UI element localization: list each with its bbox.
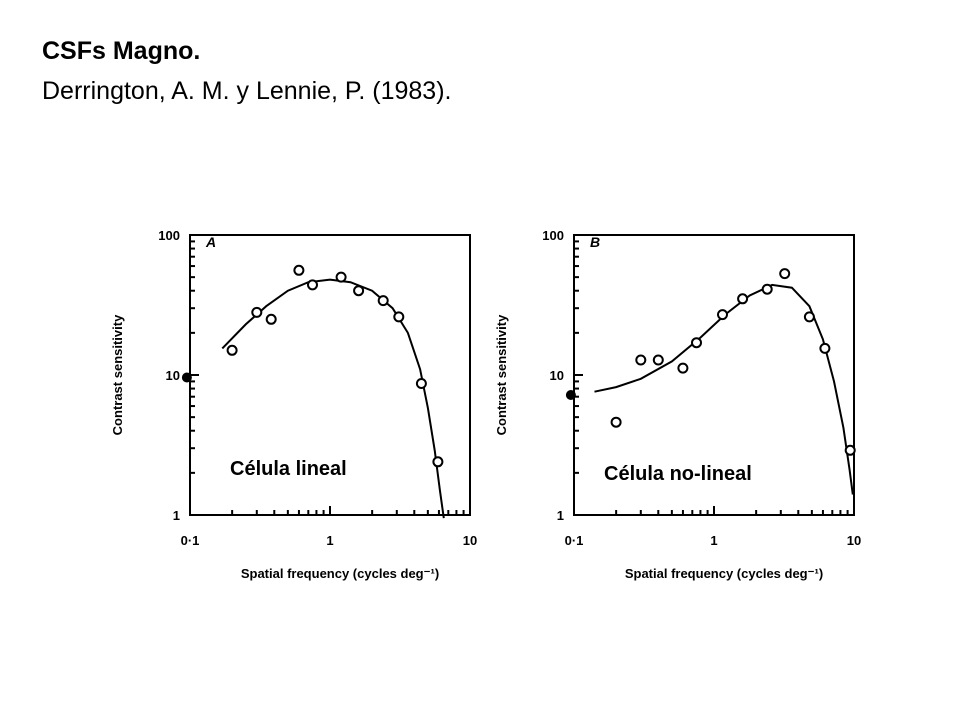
chart-a-data-point [415, 378, 427, 389]
chart-a-data-point [353, 285, 365, 297]
chart-b-data-point [779, 268, 791, 280]
chart-a-cell-label: Célula lineal [230, 458, 347, 480]
chart-a-data-point [307, 279, 318, 291]
chart-b-ticks [573, 234, 855, 516]
chart-a-data-point [226, 344, 238, 356]
chart-b-cell-label: Célula no-lineal [604, 463, 752, 485]
chart-b-xtick-label-1: 1 [710, 533, 717, 548]
chart-b-ytick-label-1: 1 [557, 508, 564, 523]
chart-b-data-point [844, 444, 856, 456]
chart-b-xtick-label-10: 10 [847, 533, 861, 548]
chart-b-xtick-label-0-1: 0·1 [565, 533, 584, 548]
chart-b-svg: B 100 10 1 0·1 1 10 Spatial frequency (c… [494, 228, 861, 581]
chart-b-data-point [691, 337, 702, 349]
chart-a-panel-letter: A [205, 234, 216, 250]
chart-b-data-point [717, 309, 728, 321]
chart-b-data-point [677, 362, 689, 374]
chart-a-filled-point [181, 372, 192, 383]
chart-b-panel-letter: B [590, 234, 600, 250]
chart-a-data-point [265, 313, 277, 325]
chart-b-x-axis-title: Spatial frequency (cycles deg⁻¹) [625, 566, 823, 581]
chart-a-svg: A 100 10 1 0·1 1 10 Spatial frequency (c… [110, 228, 477, 581]
chart-b-y-axis-title: Contrast sensitivity [494, 314, 509, 435]
chart-a-data-point [251, 306, 263, 318]
chart-a-data-point [432, 456, 444, 468]
chart-panel-b: B 100 10 1 0·1 1 10 Spatial frequency (c… [484, 215, 864, 615]
chart-a-data-point [335, 271, 347, 283]
chart-a-data-point [393, 311, 405, 323]
chart-b-ytick-label-10: 10 [550, 368, 564, 383]
chart-a-ytick-label-1: 1 [173, 508, 180, 523]
chart-b-data-point [803, 311, 815, 323]
chart-b-fit-curve [594, 283, 854, 495]
page-title: CSFs Magno. [42, 37, 201, 65]
chart-a-ytick-label-10: 10 [166, 368, 180, 383]
chart-a-data-point [377, 295, 389, 307]
chart-b-ytick-label-100: 100 [542, 228, 564, 243]
chart-panel-a: A 100 10 1 0·1 1 10 Spatial frequency (c… [100, 215, 480, 615]
chart-b-filled-point [565, 390, 576, 400]
chart-b-data-point [819, 342, 831, 354]
chart-a-data-point [293, 264, 305, 276]
chart-a-y-axis-title: Contrast sensitivity [110, 314, 125, 435]
chart-a-ticks [189, 234, 471, 516]
chart-a-xtick-label-0-1: 0·1 [181, 533, 200, 548]
chart-a-x-axis-title: Spatial frequency (cycles deg⁻¹) [241, 566, 439, 581]
chart-b-marks [565, 268, 856, 495]
chart-b-data-point [737, 293, 749, 305]
chart-a-marks [181, 264, 445, 519]
chart-b-data-point [610, 416, 622, 428]
chart-a-xtick-label-1: 1 [326, 533, 333, 548]
chart-a-fit-curve [221, 278, 445, 519]
chart-a-ytick-label-100: 100 [158, 228, 180, 243]
chart-b-data-point [652, 354, 664, 366]
chart-b-data-point [635, 354, 647, 366]
chart-a-xtick-label-10: 10 [463, 533, 477, 548]
chart-b-data-point [761, 283, 773, 295]
page-subtitle: Derrington, A. M. y Lennie, P. (1983). [42, 77, 452, 105]
